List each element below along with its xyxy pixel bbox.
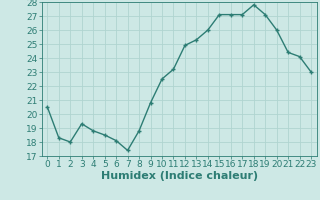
X-axis label: Humidex (Indice chaleur): Humidex (Indice chaleur) xyxy=(100,171,258,181)
